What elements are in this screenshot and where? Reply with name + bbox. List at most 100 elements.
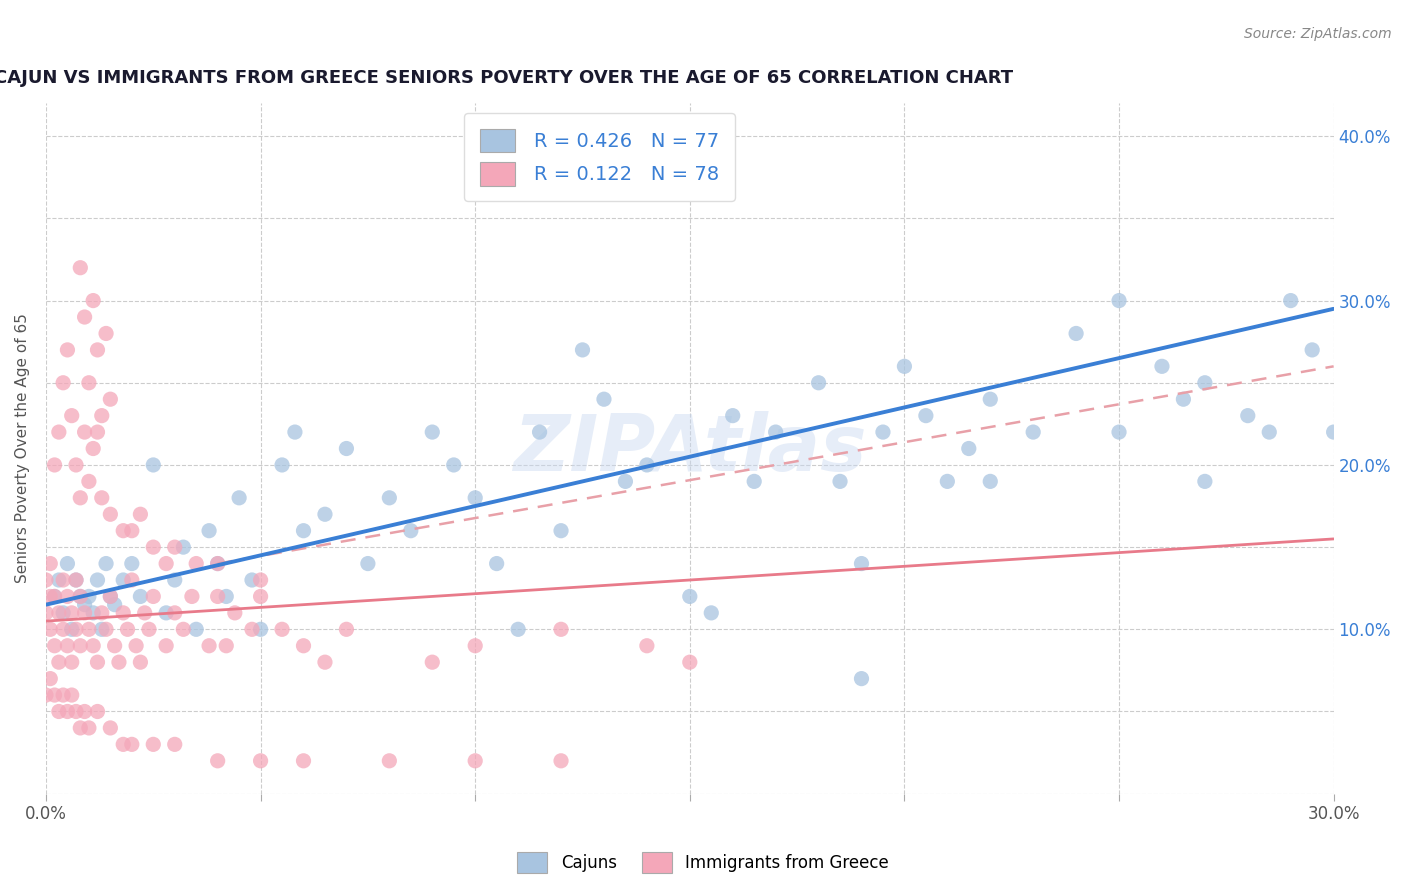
Point bbox=[207, 590, 229, 604]
Point bbox=[314, 655, 336, 669]
Point bbox=[1108, 425, 1130, 439]
Point bbox=[60, 606, 83, 620]
Point bbox=[44, 590, 66, 604]
Point bbox=[614, 475, 637, 489]
Point bbox=[94, 623, 117, 637]
Point bbox=[172, 623, 194, 637]
Point bbox=[1194, 376, 1216, 390]
Point bbox=[48, 606, 70, 620]
Point bbox=[271, 458, 294, 472]
Text: CAJUN VS IMMIGRANTS FROM GREECE SENIORS POVERTY OVER THE AGE OF 65 CORRELATION C: CAJUN VS IMMIGRANTS FROM GREECE SENIORS … bbox=[0, 69, 1014, 87]
Point bbox=[215, 639, 238, 653]
Point bbox=[1150, 359, 1173, 374]
Point bbox=[335, 442, 357, 456]
Point bbox=[207, 557, 229, 571]
Point bbox=[60, 623, 83, 637]
Point bbox=[82, 442, 104, 456]
Text: ZIPAtlas: ZIPAtlas bbox=[513, 410, 866, 486]
Point bbox=[52, 573, 75, 587]
Point bbox=[142, 737, 165, 751]
Point bbox=[86, 573, 108, 587]
Point bbox=[155, 606, 177, 620]
Point bbox=[98, 721, 121, 735]
Point bbox=[163, 606, 186, 620]
Point bbox=[636, 639, 658, 653]
Point bbox=[77, 590, 100, 604]
Point bbox=[82, 293, 104, 308]
Point bbox=[35, 573, 58, 587]
Point bbox=[292, 639, 315, 653]
Point bbox=[1323, 425, 1346, 439]
Point bbox=[86, 425, 108, 439]
Point bbox=[1108, 293, 1130, 308]
Point bbox=[121, 524, 143, 538]
Point bbox=[893, 359, 915, 374]
Point bbox=[39, 623, 62, 637]
Point bbox=[357, 557, 380, 571]
Point bbox=[464, 754, 486, 768]
Point bbox=[48, 655, 70, 669]
Point bbox=[249, 623, 271, 637]
Point bbox=[121, 573, 143, 587]
Point bbox=[44, 458, 66, 472]
Point bbox=[249, 590, 271, 604]
Point bbox=[807, 376, 830, 390]
Point bbox=[186, 557, 208, 571]
Point bbox=[957, 442, 980, 456]
Point bbox=[249, 754, 271, 768]
Point bbox=[138, 623, 160, 637]
Point bbox=[134, 606, 156, 620]
Point bbox=[112, 573, 135, 587]
Point bbox=[1064, 326, 1087, 341]
Point bbox=[77, 475, 100, 489]
Point bbox=[700, 606, 723, 620]
Point bbox=[90, 409, 112, 423]
Text: Source: ZipAtlas.com: Source: ZipAtlas.com bbox=[1244, 27, 1392, 41]
Point bbox=[420, 655, 443, 669]
Point bbox=[104, 598, 127, 612]
Point bbox=[73, 606, 96, 620]
Point bbox=[90, 491, 112, 505]
Point bbox=[35, 688, 58, 702]
Point bbox=[44, 639, 66, 653]
Point bbox=[117, 623, 139, 637]
Point bbox=[550, 754, 572, 768]
Point bbox=[90, 606, 112, 620]
Point bbox=[69, 639, 91, 653]
Point bbox=[65, 705, 87, 719]
Point bbox=[77, 721, 100, 735]
Point bbox=[936, 475, 959, 489]
Point bbox=[35, 606, 58, 620]
Point bbox=[44, 688, 66, 702]
Point bbox=[73, 598, 96, 612]
Point bbox=[828, 475, 851, 489]
Point bbox=[224, 606, 246, 620]
Point bbox=[155, 639, 177, 653]
Point bbox=[142, 458, 165, 472]
Point bbox=[636, 458, 658, 472]
Point bbox=[98, 508, 121, 522]
Point bbox=[679, 590, 702, 604]
Point bbox=[65, 573, 87, 587]
Point bbox=[271, 623, 294, 637]
Point bbox=[125, 639, 148, 653]
Point bbox=[77, 623, 100, 637]
Point bbox=[314, 508, 336, 522]
Point bbox=[69, 260, 91, 275]
Point bbox=[155, 557, 177, 571]
Point bbox=[464, 491, 486, 505]
Point bbox=[39, 590, 62, 604]
Point bbox=[1258, 425, 1281, 439]
Point bbox=[112, 524, 135, 538]
Point bbox=[60, 655, 83, 669]
Point bbox=[94, 557, 117, 571]
Point bbox=[48, 573, 70, 587]
Point bbox=[65, 573, 87, 587]
Point bbox=[464, 639, 486, 653]
Point bbox=[335, 623, 357, 637]
Point bbox=[98, 590, 121, 604]
Point bbox=[443, 458, 465, 472]
Point bbox=[90, 623, 112, 637]
Point bbox=[979, 475, 1001, 489]
Point bbox=[420, 425, 443, 439]
